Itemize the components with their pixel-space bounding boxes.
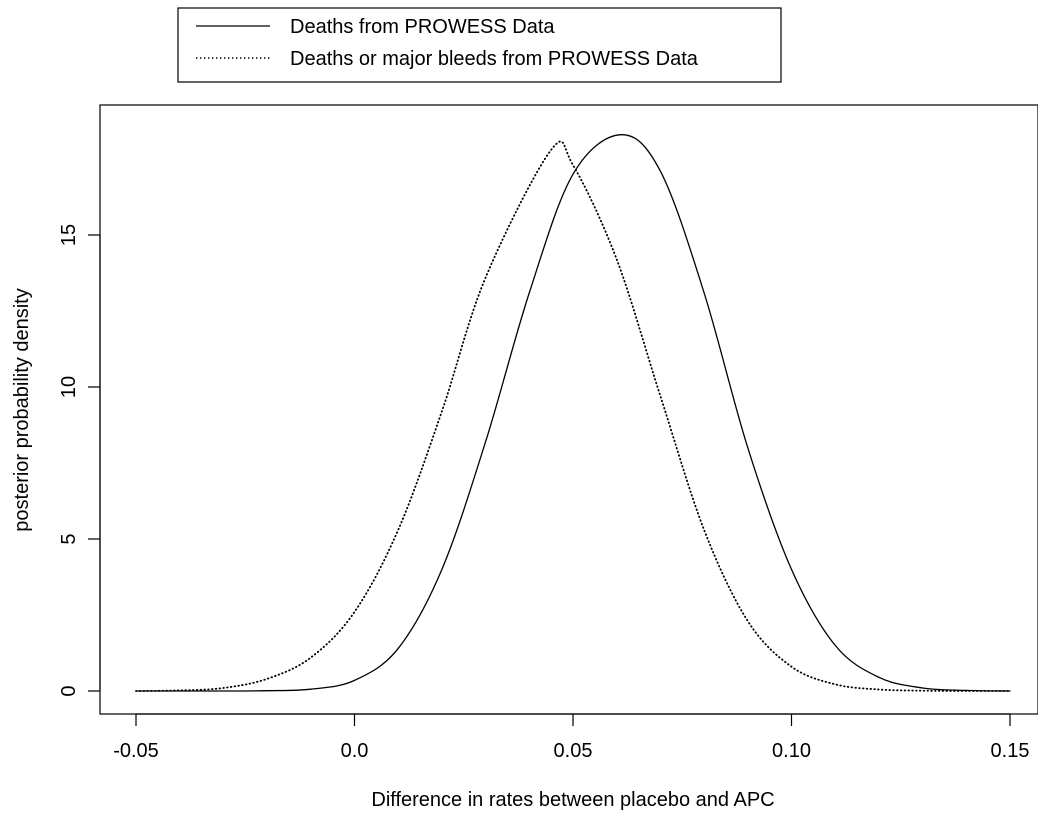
y-tick-label: 10: [58, 376, 80, 398]
y-tick-label: 0: [58, 685, 80, 696]
x-tick-label: 0.10: [772, 740, 811, 762]
x-tick-label: 0.15: [991, 740, 1030, 762]
y-axis-label: posterior probability density: [11, 288, 33, 531]
x-axis-label: Difference in rates between placebo and …: [371, 789, 774, 811]
y-tick-label: 15: [58, 224, 80, 246]
series-line-deaths: [136, 135, 1010, 691]
x-tick-label: 0.0: [341, 740, 369, 762]
x-axis: -0.05 0.0 0.05 0.10 0.15: [113, 714, 1029, 762]
y-tick-label: 5: [58, 533, 80, 544]
x-tick-label: 0.05: [554, 740, 593, 762]
x-tick-label: -0.05: [113, 740, 159, 762]
legend-label-deaths-or-bleeds: Deaths or major bleeds from PROWESS Data: [290, 48, 699, 70]
series-line-deaths-or-bleeds: [136, 141, 1010, 691]
legend: Deaths from PROWESS Data Deaths or major…: [178, 8, 781, 82]
legend-label-deaths: Deaths from PROWESS Data: [290, 16, 555, 38]
series-layer: [136, 135, 1010, 691]
plot-frame: [100, 105, 1038, 714]
y-axis: 0 5 10 15: [58, 224, 100, 697]
